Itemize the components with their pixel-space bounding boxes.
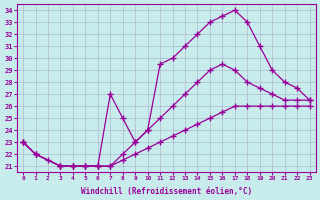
X-axis label: Windchill (Refroidissement éolien,°C): Windchill (Refroidissement éolien,°C) bbox=[81, 187, 252, 196]
